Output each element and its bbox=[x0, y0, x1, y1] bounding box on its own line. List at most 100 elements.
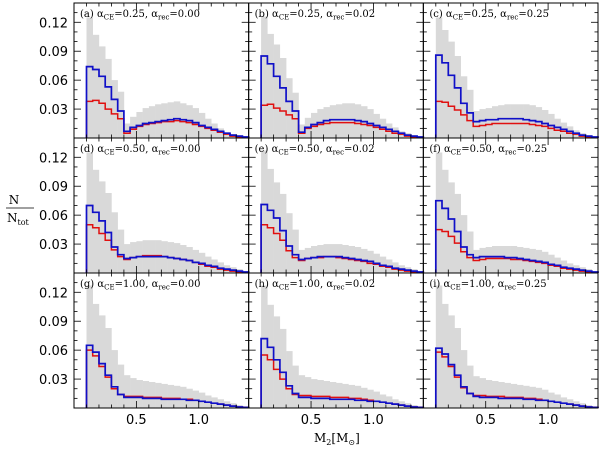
alpha-ce-sub: CE bbox=[450, 284, 460, 292]
gray-bar bbox=[566, 126, 574, 138]
gray-bar bbox=[504, 104, 511, 139]
panel-label: (h) αCE=1.00, αrec=0.02 bbox=[255, 279, 376, 292]
gray-histogram bbox=[86, 285, 249, 409]
gray-bar bbox=[498, 105, 505, 138]
gray-bar bbox=[173, 101, 181, 138]
x-tick-label: 1.0 bbox=[363, 413, 384, 428]
gray-bar bbox=[473, 376, 480, 408]
gray-bar bbox=[516, 104, 524, 139]
y-tick-label: 0.12 bbox=[39, 286, 68, 301]
gray-bar bbox=[367, 389, 374, 408]
gray-bar bbox=[142, 381, 150, 408]
gray-bar bbox=[336, 244, 343, 273]
gray-bar bbox=[105, 328, 112, 408]
y-tick-label: 0.03 bbox=[39, 373, 68, 388]
gray-bar bbox=[298, 249, 306, 273]
gray-bar bbox=[460, 215, 468, 273]
gray-histogram bbox=[261, 285, 424, 409]
panel-d: (d) αCE=0.50, αrec=0.00 bbox=[73, 137, 250, 274]
gray-bar bbox=[186, 388, 193, 408]
alpha-ce-sub: CE bbox=[104, 149, 114, 157]
gray-bar bbox=[541, 389, 549, 408]
gray-bar bbox=[473, 249, 480, 273]
gray-bar bbox=[329, 244, 337, 273]
gray-bar bbox=[123, 375, 131, 408]
gray-bar bbox=[217, 128, 224, 138]
gray-bar bbox=[373, 391, 380, 408]
gray-bar bbox=[279, 193, 287, 273]
gray-bar bbox=[442, 303, 449, 408]
gray-bar bbox=[261, 285, 268, 408]
gray-bar bbox=[130, 378, 137, 408]
panel-tag: (b) bbox=[255, 9, 272, 20]
alpha-ce-value: =0.25, bbox=[289, 9, 326, 20]
alpha-symbol: α bbox=[446, 9, 453, 20]
gray-bar bbox=[173, 385, 181, 408]
gray-bar bbox=[99, 46, 106, 138]
gray-bar bbox=[192, 249, 199, 273]
gray-bar bbox=[261, 16, 268, 138]
alpha-symbol: α bbox=[498, 144, 505, 155]
panel-label: (f) αCE=0.50, αrec=0.25 bbox=[429, 144, 547, 157]
gray-bar bbox=[304, 247, 312, 273]
gray-bar bbox=[180, 103, 187, 138]
x-axis-label: M2[M⊙] bbox=[314, 431, 360, 447]
alpha-ce-sub: CE bbox=[279, 14, 289, 22]
alpha-rec-value: =0.25 bbox=[516, 279, 547, 290]
alpha-rec-sub: rec bbox=[507, 14, 518, 22]
gray-bar bbox=[379, 118, 387, 138]
alpha-symbol: α bbox=[97, 279, 104, 290]
gray-bar bbox=[479, 109, 486, 138]
gray-histogram bbox=[435, 285, 599, 409]
gray-bar bbox=[273, 44, 281, 138]
gray-bar bbox=[448, 315, 455, 408]
alpha-ce-value: =1.00, bbox=[289, 279, 326, 290]
x-label-unit: [M bbox=[331, 431, 348, 445]
gray-bar bbox=[548, 392, 555, 408]
gray-bar bbox=[311, 379, 318, 408]
gray-histogram bbox=[435, 152, 599, 273]
gray-bar bbox=[479, 378, 486, 408]
blue-series-line bbox=[85, 204, 250, 273]
gray-bar bbox=[498, 246, 505, 273]
gray-bar bbox=[192, 390, 199, 408]
alpha-symbol: α bbox=[97, 9, 104, 20]
alpha-symbol: α bbox=[152, 144, 159, 155]
x-label-unit-sub: ⊙ bbox=[348, 438, 355, 447]
gray-bar bbox=[516, 384, 524, 408]
gray-bar bbox=[329, 382, 337, 408]
gray-bar bbox=[292, 229, 299, 273]
gray-bar bbox=[86, 152, 93, 273]
gray-bar bbox=[111, 212, 118, 274]
gray-bar bbox=[180, 386, 187, 408]
alpha-symbol: α bbox=[97, 144, 104, 155]
gray-bar bbox=[348, 103, 355, 138]
gray-bar bbox=[473, 111, 480, 138]
panel-i: (i) αCE=1.00, αrec=0.25 bbox=[422, 272, 599, 409]
gray-bar bbox=[435, 152, 443, 273]
x-tick-label: 1.0 bbox=[188, 413, 209, 428]
panel-label: (c) αCE=0.25, αrec=0.25 bbox=[429, 9, 549, 22]
gray-bar bbox=[435, 17, 443, 138]
y-tick-label: 0.09 bbox=[39, 45, 68, 60]
y-tick-label: 0.06 bbox=[39, 344, 68, 359]
y-tick-label: 0.06 bbox=[39, 209, 68, 224]
gray-bar bbox=[317, 245, 324, 273]
gray-bar bbox=[292, 92, 299, 138]
alpha-symbol: α bbox=[272, 9, 279, 20]
gray-bar bbox=[454, 56, 461, 138]
gray-bar bbox=[223, 132, 231, 138]
gray-histogram bbox=[261, 150, 424, 273]
panel-f: (f) αCE=0.50, αrec=0.25 bbox=[422, 137, 599, 274]
alpha-symbol: α bbox=[444, 279, 451, 290]
alpha-symbol: α bbox=[152, 279, 159, 290]
gray-bar bbox=[286, 78, 293, 138]
alpha-ce-sub: CE bbox=[104, 14, 114, 22]
gray-bar bbox=[385, 396, 393, 408]
gray-bar bbox=[460, 350, 468, 408]
gray-bar bbox=[273, 316, 281, 408]
gray-bar bbox=[323, 107, 330, 138]
gray-bar bbox=[286, 213, 293, 273]
gray-bar bbox=[267, 168, 274, 273]
